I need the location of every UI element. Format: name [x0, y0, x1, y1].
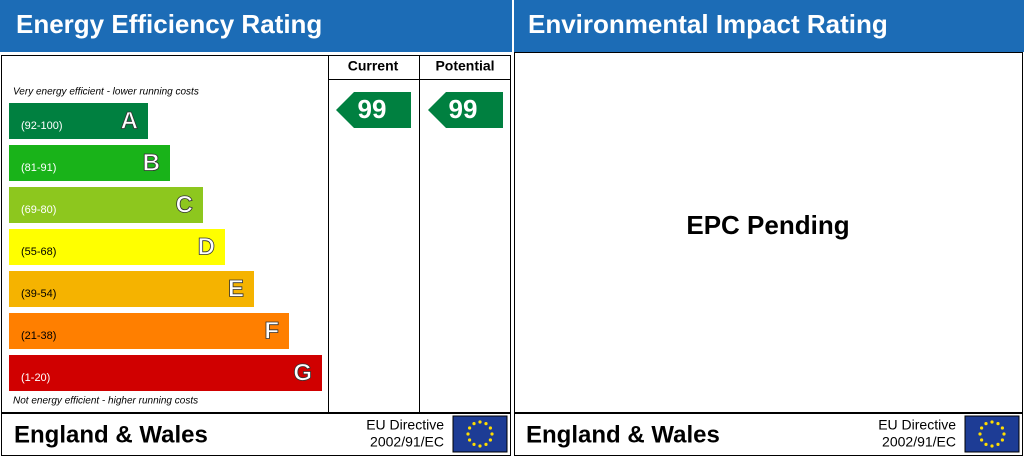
current-rating: 99 — [358, 94, 387, 124]
flag-star — [996, 442, 1000, 446]
potential-rating: 99 — [449, 94, 478, 124]
band-letter: G — [293, 359, 312, 386]
potential-arrow — [428, 92, 503, 128]
band-bar — [9, 355, 322, 391]
eu-flag — [964, 415, 1020, 453]
band-range: (21-38) — [21, 330, 56, 342]
band-letter: B — [143, 149, 160, 176]
flag-star — [978, 432, 982, 436]
panel-title: Energy Efficiency Rating — [16, 9, 322, 39]
flag-star — [468, 438, 472, 442]
flag-star — [1000, 438, 1004, 442]
flag-star — [472, 442, 476, 446]
flag-star — [466, 432, 470, 436]
band-letter: E — [228, 275, 244, 302]
column-header: Potential — [435, 58, 494, 74]
band-range: (1-20) — [21, 372, 50, 384]
flag-star — [984, 442, 988, 446]
footer-border — [1, 413, 511, 456]
band-bar — [9, 145, 170, 181]
band-range: (55-68) — [21, 246, 56, 258]
footer-directive: EU Directive — [878, 417, 956, 433]
header-bar — [0, 0, 512, 52]
footer-region: England & Wales — [526, 421, 720, 448]
band-bar — [9, 103, 148, 139]
footer-border — [514, 413, 1023, 456]
bottom-note: Not energy efficient - higher running co… — [13, 396, 198, 407]
band-bar — [9, 229, 225, 265]
column-header: Current — [348, 58, 399, 74]
flag-star — [472, 422, 476, 426]
flag-star — [478, 420, 482, 424]
flag-star — [484, 442, 488, 446]
flag-star — [996, 422, 1000, 426]
footer-directive: EU Directive — [366, 417, 444, 433]
panel-border — [514, 52, 1023, 413]
flag-star — [468, 426, 472, 430]
footer-region: England & Wales — [14, 421, 208, 448]
flag-star — [488, 426, 492, 430]
footer-code: 2002/91/EC — [882, 434, 956, 450]
band-letter: A — [121, 107, 138, 134]
flag-star — [490, 432, 494, 436]
flag-star — [980, 426, 984, 430]
flag-star — [1002, 432, 1006, 436]
flag-star — [488, 438, 492, 442]
eu-flag — [452, 415, 508, 453]
band-bar — [9, 187, 203, 223]
footer-code: 2002/91/EC — [370, 434, 444, 450]
panel-title: Environmental Impact Rating — [528, 9, 888, 39]
band-range: (81-91) — [21, 162, 56, 174]
flag-star — [980, 438, 984, 442]
band-bar — [9, 313, 289, 349]
flag-star — [478, 444, 482, 448]
top-note: Very energy efficient - lower running co… — [13, 87, 199, 98]
band-range: (39-54) — [21, 288, 56, 300]
flag-star — [990, 420, 994, 424]
current-arrow — [336, 92, 411, 128]
band-range: (69-80) — [21, 204, 56, 216]
band-letter: C — [176, 191, 193, 218]
band-letter: D — [198, 233, 215, 260]
band-bar — [9, 271, 254, 307]
header-bar — [514, 0, 1024, 52]
table-border — [1, 55, 511, 413]
band-letter: F — [264, 317, 279, 344]
flag-star — [990, 444, 994, 448]
flag-star — [984, 422, 988, 426]
band-range: (92-100) — [21, 120, 63, 132]
pending-message: EPC Pending — [686, 210, 849, 240]
flag-star — [484, 422, 488, 426]
flag-star — [1000, 426, 1004, 430]
